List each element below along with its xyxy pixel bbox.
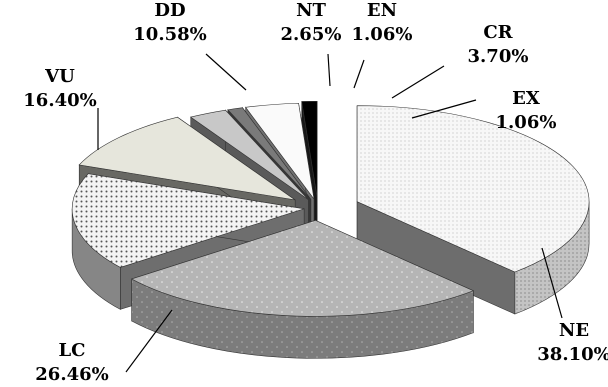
leader-line-en	[353, 59, 365, 89]
slice-percent-cr: 3.70%	[468, 46, 529, 67]
slice-cr-top	[245, 102, 315, 200]
slice-label-ex: EX	[512, 88, 540, 109]
slice-dd-top	[78, 116, 296, 201]
slice-percent-vu: 16.40%	[23, 90, 96, 111]
slice-percent-ne: 38.10%	[537, 344, 608, 365]
slice-label-ne: NE	[559, 320, 589, 341]
leader-line-ex	[411, 99, 477, 119]
slice-label-dd: DD	[154, 0, 185, 21]
slice-percent-lc: 26.46%	[35, 364, 108, 385]
slice-nt-top	[190, 109, 309, 201]
slice-ex-top	[301, 100, 318, 198]
leader-line-cr	[391, 65, 445, 99]
leader-line-nt	[327, 53, 331, 87]
leader-line-ne	[541, 247, 563, 319]
leader-line-dd	[205, 53, 247, 91]
slice-lc-top	[130, 220, 475, 317]
slice-en-top	[227, 107, 312, 200]
pie-slices	[71, 100, 590, 359]
slice-percent-ex: 1.06%	[496, 112, 557, 133]
slice-ne	[356, 105, 590, 315]
slice-lc	[130, 219, 475, 359]
slice-labels: NE 38.10% LC 26.46% VU 16.40% DD 10.58% NT 2.65% E…	[23, 0, 608, 385]
leader-line-lc	[125, 309, 173, 373]
slice-percent-nt: 2.65%	[281, 24, 342, 45]
leader-lines	[97, 53, 563, 373]
slice-label-cr: CR	[483, 22, 513, 43]
slice-label-lc: LC	[59, 340, 86, 361]
slice-ne-top	[356, 105, 590, 273]
slice-label-nt: NT	[296, 0, 326, 21]
slice-label-vu: VU	[44, 66, 75, 87]
slice-percent-dd: 10.58%	[133, 24, 206, 45]
slice-vu-top	[71, 173, 305, 268]
slice-percent-en: 1.06%	[352, 24, 413, 45]
slice-label-en: EN	[367, 0, 397, 21]
